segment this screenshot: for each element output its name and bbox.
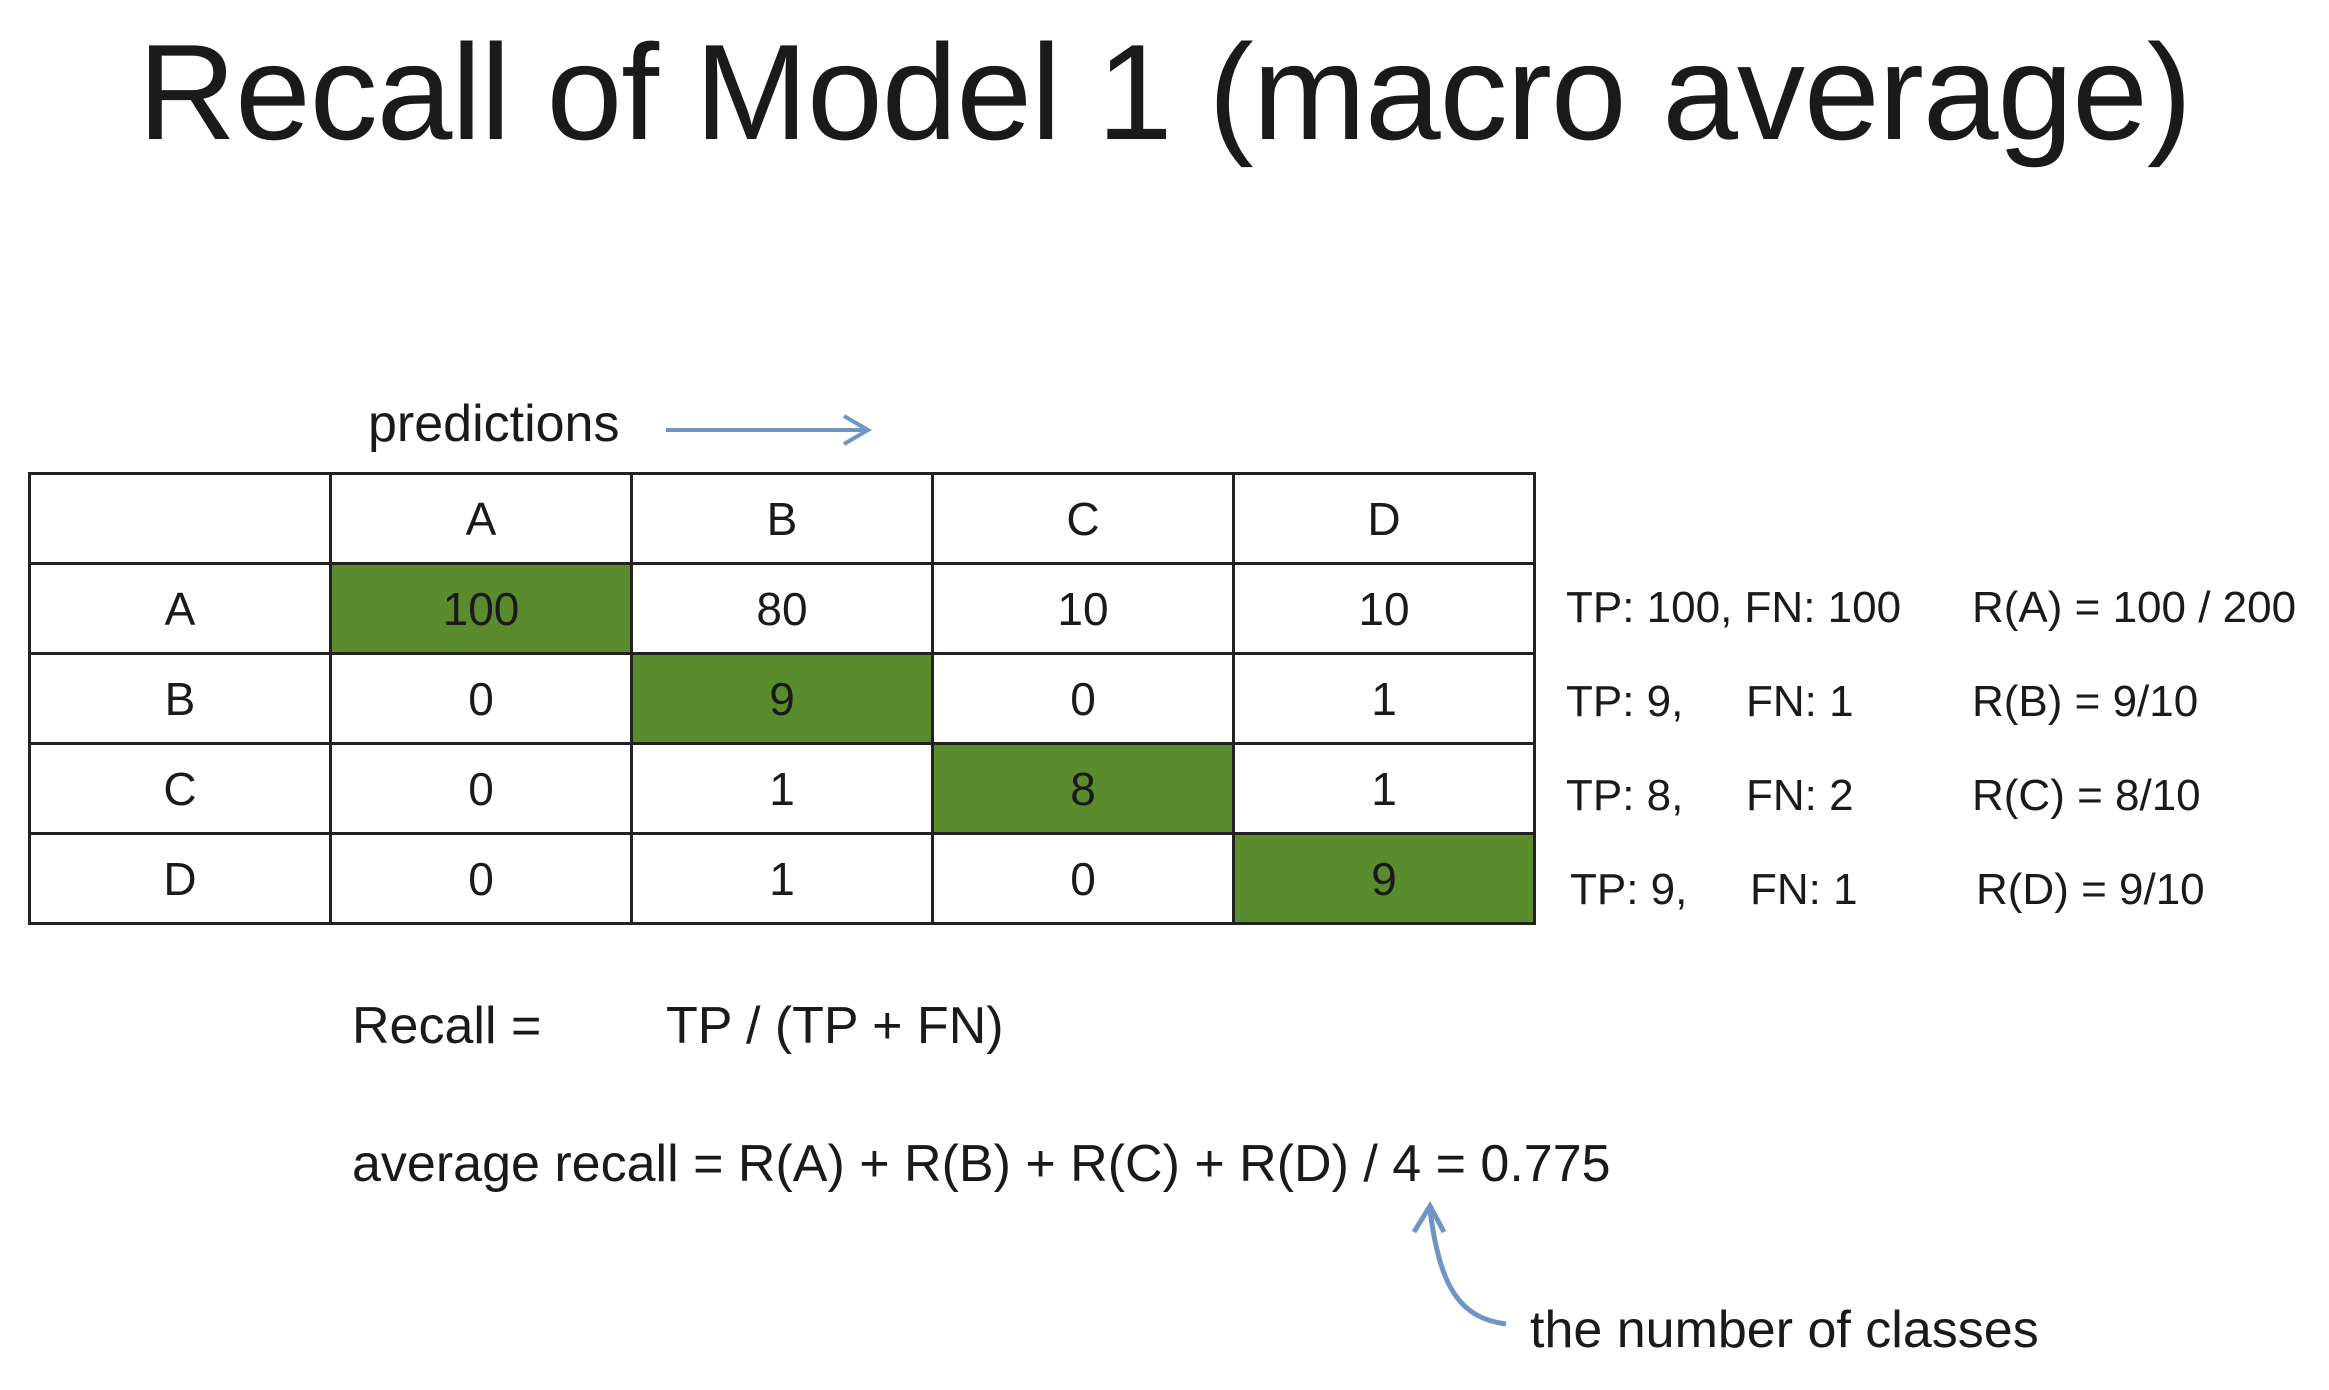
row-label-cell: B [28,652,332,745]
stat-d: TP: 9, FN: 1 [1570,860,1970,920]
matrix-cell: 10 [1232,562,1536,655]
recall-formula-label: Recall = [352,997,542,1055]
diagonal-cell: 100 [329,562,633,655]
fn-c: FN: 2 [1746,771,1854,820]
matrix-cell: 1 [1232,742,1536,835]
recall-formula-expression: TP / (TP + FN) [666,997,1004,1055]
header-cell: D [1232,472,1536,565]
tp-b: TP: 9, [1566,677,1684,726]
matrix-cell: 0 [329,832,633,925]
matrix-cell: 80 [630,562,934,655]
predictions-label: predictions [368,395,620,453]
tp-c: TP: 8, [1566,771,1684,820]
matrix-cell: 0 [931,832,1235,925]
header-cell: A [329,472,633,565]
curved-arrow-icon [1411,1200,1507,1327]
stat-a: TP: 100, FN: 100 [1566,583,1902,632]
row-label-cell: A [28,562,332,655]
matrix-cell: 10 [931,562,1235,655]
row-label-cell: C [28,742,332,835]
diagonal-cell: 8 [931,742,1235,835]
matrix-header-row: A B C D [28,472,1536,565]
confusion-matrix: A B C D A 100 80 10 10 B 0 9 0 1 C 0 1 8… [28,472,1536,925]
matrix-cell: 0 [329,652,633,745]
right-arrow-icon [666,414,872,446]
matrix-cell: 1 [1232,652,1536,745]
diagonal-cell: 9 [1232,832,1536,925]
diagonal-cell: 9 [630,652,934,745]
slide-title: Recall of Model 1 (macro average) [137,16,2192,168]
recall-d: R(D) = 9/10 [1976,865,2205,914]
average-recall-formula: average recall = R(A) + R(B) + R(C) + R(… [352,1135,1611,1193]
matrix-row: B 0 9 0 1 [28,652,1536,745]
matrix-cell: 1 [630,742,934,835]
matrix-row: C 0 1 8 1 [28,742,1536,835]
header-cell: C [931,472,1235,565]
header-cell: B [630,472,934,565]
fn-d: FN: 1 [1750,865,1858,914]
matrix-row: A 100 80 10 10 [28,562,1536,655]
recall-a: R(A) = 100 / 200 [1972,583,2297,632]
matrix-cell: 0 [329,742,633,835]
tp-d: TP: 9, [1570,865,1688,914]
recall-b: R(B) = 9/10 [1972,677,2199,726]
recall-c: R(C) = 8/10 [1972,771,2201,820]
fn-b: FN: 1 [1746,677,1854,726]
row-label-cell: D [28,832,332,925]
header-corner-cell [28,472,332,565]
matrix-cell: 0 [931,652,1235,745]
number-of-classes-note: the number of classes [1530,1301,2039,1359]
stat-b: TP: 9, FN: 1 [1566,672,1966,732]
matrix-row: D 0 1 0 9 [28,832,1536,925]
matrix-cell: 1 [630,832,934,925]
stat-c: TP: 8, FN: 2 [1566,766,1966,826]
